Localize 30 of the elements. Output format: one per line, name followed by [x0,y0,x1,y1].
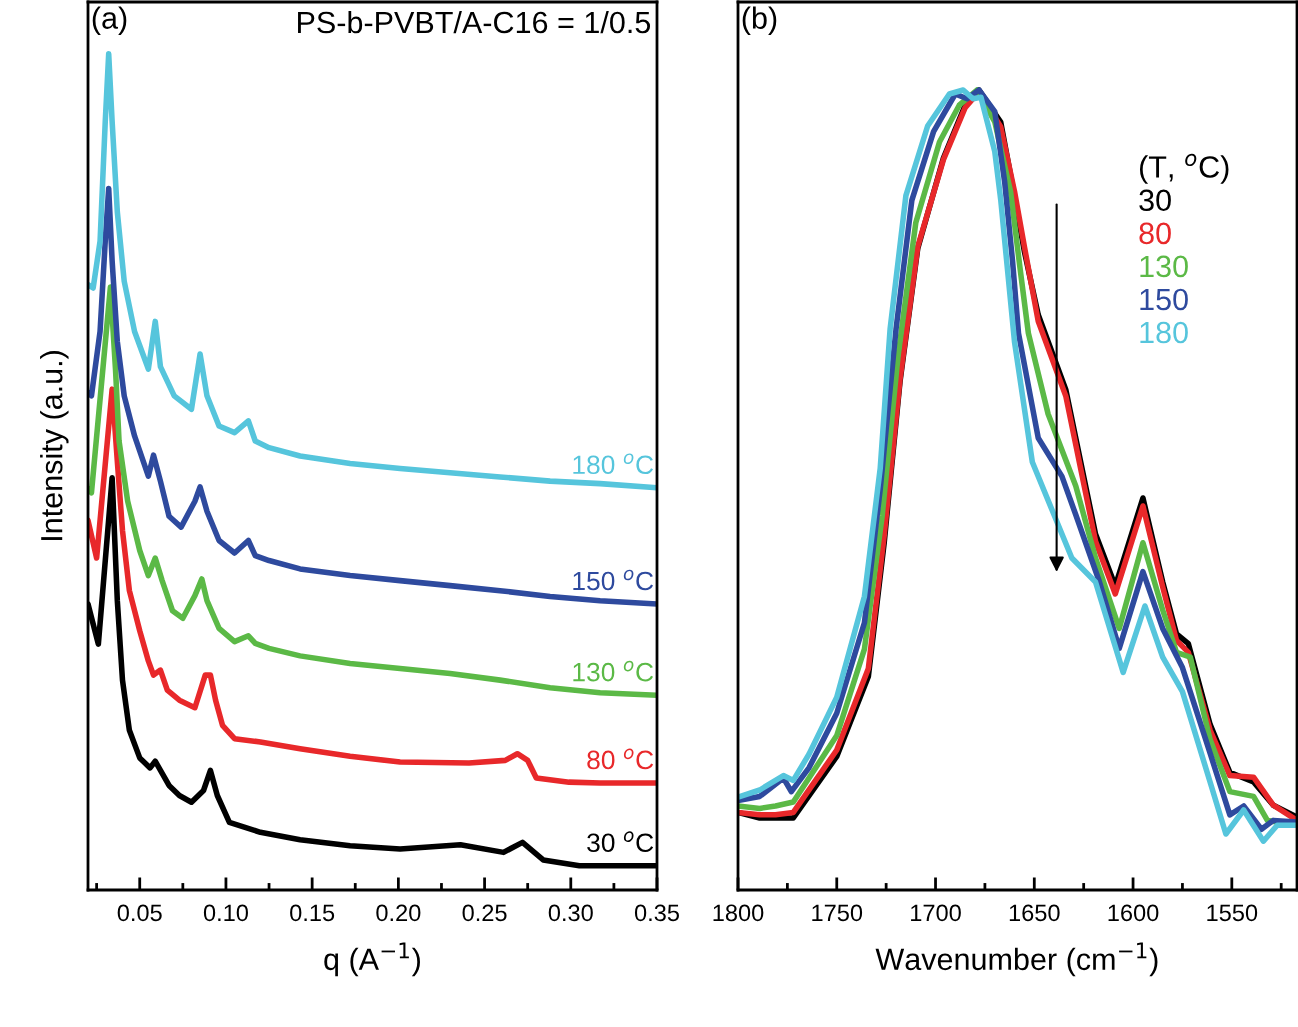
text: 180 [1140,321,1188,344]
text: (a) [92,6,127,35]
text: 80 [1139,222,1171,245]
series-label: 180 $^{o}$C [573,453,654,475]
text: 150 [1140,288,1188,311]
x-tick-label: 0.30 [548,904,593,922]
x-tick-label: 1650 [1009,904,1060,922]
series-label: 130 $^{o}$C [573,660,654,682]
x-axis-title: q (A$^{−1}$) [324,942,420,977]
x-tick-label: 0.05 [117,904,162,922]
x-tick-label: 1550 [1207,904,1258,922]
text: 30 [1139,189,1171,212]
x-tick-label: 0.25 [462,904,507,922]
series-label: 30 $^{o}$C [587,831,654,853]
x-tick-label: 1750 [812,904,863,922]
x-tick-label: 0.10 [203,904,248,922]
text: (b) [742,6,777,35]
x-tick-label: 1600 [1108,904,1159,922]
x-tick-label: 1800 [713,904,764,922]
x-tick-label: 0.20 [376,904,421,922]
series-label: 80 $^{o}$C [587,748,654,770]
text: 130 [1140,255,1188,278]
x-tick-label: 0.35 [634,904,679,922]
legend-title: (T, $^{o}$C) [1139,153,1229,184]
x-axis-title: Wavenumber (cm$^{−1}$) [875,942,1158,977]
text: PS-b-PVBT/A-C16 = 1/0.5 [298,10,651,34]
x-tick-label: 0.15 [290,904,335,922]
x-tick-label: 1700 [911,904,961,922]
series-label: 150 $^{o}$C [573,569,654,591]
y-axis-title: Intensity (a.u.) [40,351,69,540]
